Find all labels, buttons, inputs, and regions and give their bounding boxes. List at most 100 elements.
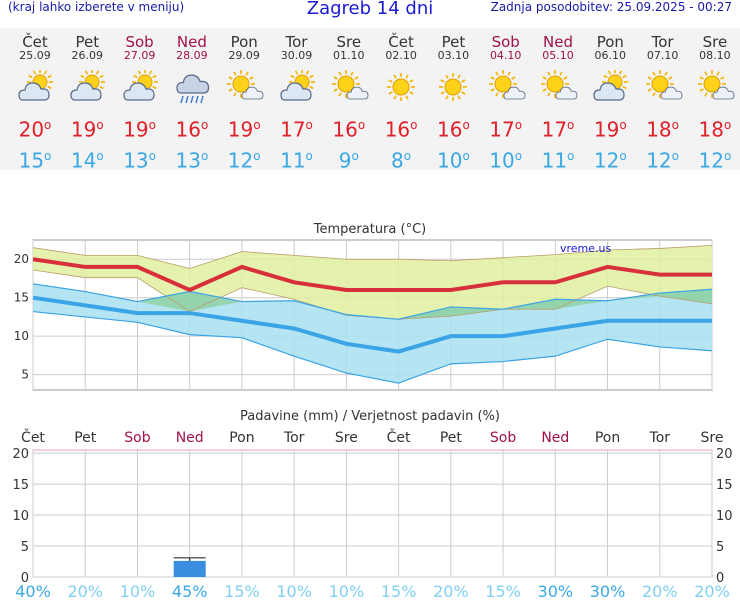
partly-cloudy-icon: [279, 69, 315, 101]
sun-icon: [387, 73, 416, 101]
degree-mark: o: [462, 148, 470, 163]
min-lower-edge: [32, 310, 713, 384]
chart-title: Padavine (mm) / Verjetnost padavin (%): [240, 409, 500, 424]
header: (kraj lahko izberete v meniju) Zagreb 14…: [0, 0, 740, 22]
degree-mark: o: [305, 118, 313, 132]
degree-mark: o: [44, 148, 52, 163]
partly-cloudy-icon: [122, 69, 158, 101]
temp-max-value: 17: [280, 117, 306, 142]
day-name: Sob: [491, 33, 520, 51]
degree-mark: o: [200, 118, 209, 132]
temp-max-value: 16: [175, 117, 201, 142]
temp-max: 19o: [218, 114, 270, 141]
weather-icon-holder: [271, 69, 323, 104]
day-column: Ned 05.10 17o 11o: [532, 28, 584, 171]
temp-min-value: 13: [123, 148, 149, 173]
temp-max: 16o: [427, 114, 479, 141]
precip-probability: 10%: [120, 582, 156, 600]
day-column: Pet 03.10 16o 10o: [427, 28, 479, 171]
temp-min: 10o: [480, 145, 532, 172]
degree-mark: o: [671, 118, 679, 132]
y-tick-label: 15: [14, 291, 29, 305]
day-column: Pon 06.10 19o 12o: [584, 28, 636, 171]
day-date: 01.10: [333, 49, 365, 62]
day-name: Pon: [230, 33, 258, 51]
plot-area: [32, 449, 713, 578]
precip-probability: 45%: [172, 582, 208, 600]
day-column: Sre 01.10 16o 9o: [323, 28, 375, 171]
degree-mark: o: [253, 118, 261, 132]
y-tick-label: 20: [14, 252, 29, 266]
day-date: 03.10: [437, 49, 470, 62]
day-name: Sre: [702, 33, 728, 51]
precipitation-chart: Padavine (mm) / Verjetnost padavin (%) Če…: [12, 409, 733, 600]
weather-icon-holder: [375, 70, 427, 104]
degree-mark: o: [200, 148, 209, 163]
forecast-strip: Čet 25.09 20o 15o Pet 26.09 19o 14o Sob 27.09 19o 1…: [0, 28, 740, 173]
degree-mark: o: [253, 148, 261, 163]
temp-max: 18o: [637, 114, 689, 141]
y-tick-label: 10: [14, 329, 29, 343]
day-column: Pon 29.09 19o 12o: [218, 28, 270, 171]
temp-max-value: 18: [646, 117, 672, 142]
y-tick-label-right: 15: [716, 478, 733, 493]
watermark: vreme.us: [560, 242, 612, 255]
x-tick-label: Tor: [283, 430, 305, 446]
temp-min-value: 10: [489, 148, 515, 173]
temp-min-value: 9: [338, 148, 352, 173]
x-tick-label: Pon: [229, 430, 254, 446]
y-tick-label-right: 10: [716, 509, 733, 524]
y-tick-label-right: 5: [716, 540, 724, 555]
temp-min: 10o: [427, 145, 479, 172]
day-date: 04.10: [489, 49, 522, 62]
precip-probability: 20%: [433, 582, 469, 600]
precip-probability: 20%: [67, 582, 103, 600]
day-date: 27.09: [123, 49, 156, 62]
sun-small-cloud-icon: [541, 70, 578, 100]
sun-small-cloud-icon: [331, 70, 369, 100]
x-tick-label: Ned: [541, 430, 569, 446]
degree-mark: o: [619, 118, 627, 132]
weather-icon-holder: [532, 70, 584, 104]
day-column: Čet 25.09 20o 15o: [9, 28, 61, 171]
temp-min-value: 11: [541, 148, 568, 173]
x-tick-label: Sre: [335, 430, 358, 446]
x-tick-label: Pon: [595, 430, 620, 446]
temp-min: 11o: [271, 145, 323, 172]
degree-mark: o: [410, 118, 418, 132]
temp-min-value: 12: [646, 148, 672, 173]
max-upper-edge: [32, 244, 713, 269]
temp-max-value: 19: [123, 117, 149, 142]
sun-small-cloud-icon: [697, 70, 735, 100]
temp-min: 13o: [166, 145, 218, 172]
x-tick-label: Sob: [490, 430, 516, 446]
day-date: 26.09: [71, 49, 104, 62]
min-temp-line: [32, 295, 712, 354]
x-tick-label: Tor: [649, 430, 671, 446]
temp-max: 16o: [375, 114, 427, 141]
day-column: Sob 27.09 19o 13o: [114, 28, 166, 171]
x-tick-label: Čet: [21, 428, 45, 446]
day-column: Čet 02.10 16o 8o: [375, 28, 427, 171]
day-column: Tor 30.09 17o 11o: [271, 28, 323, 171]
day-date: 25.09: [19, 49, 51, 62]
day-name: Ned: [176, 33, 207, 51]
precip-probability: 30%: [590, 582, 626, 600]
sun-small-cloud-icon: [645, 70, 683, 100]
day-name: Tor: [285, 33, 308, 51]
weather-icon-holder: [689, 70, 740, 104]
degree-mark: o: [96, 148, 104, 163]
page-title: Zagreb 14 dni: [306, 0, 434, 19]
temp-max: 17o: [532, 114, 584, 141]
degree-mark: o: [723, 148, 732, 163]
temp-max: 19o: [584, 114, 636, 141]
sun-icon: [439, 73, 468, 101]
temp-min: 14o: [61, 145, 113, 172]
precip-bar: [173, 560, 206, 577]
weather-icon-holder: [637, 70, 689, 104]
temp-max: 19o: [114, 114, 166, 141]
weather-icon-holder: [323, 70, 375, 104]
y-tick-label-left: 0: [21, 571, 29, 586]
sun-small-cloud-icon: [227, 70, 264, 100]
weather-icon-holder: [427, 70, 479, 104]
